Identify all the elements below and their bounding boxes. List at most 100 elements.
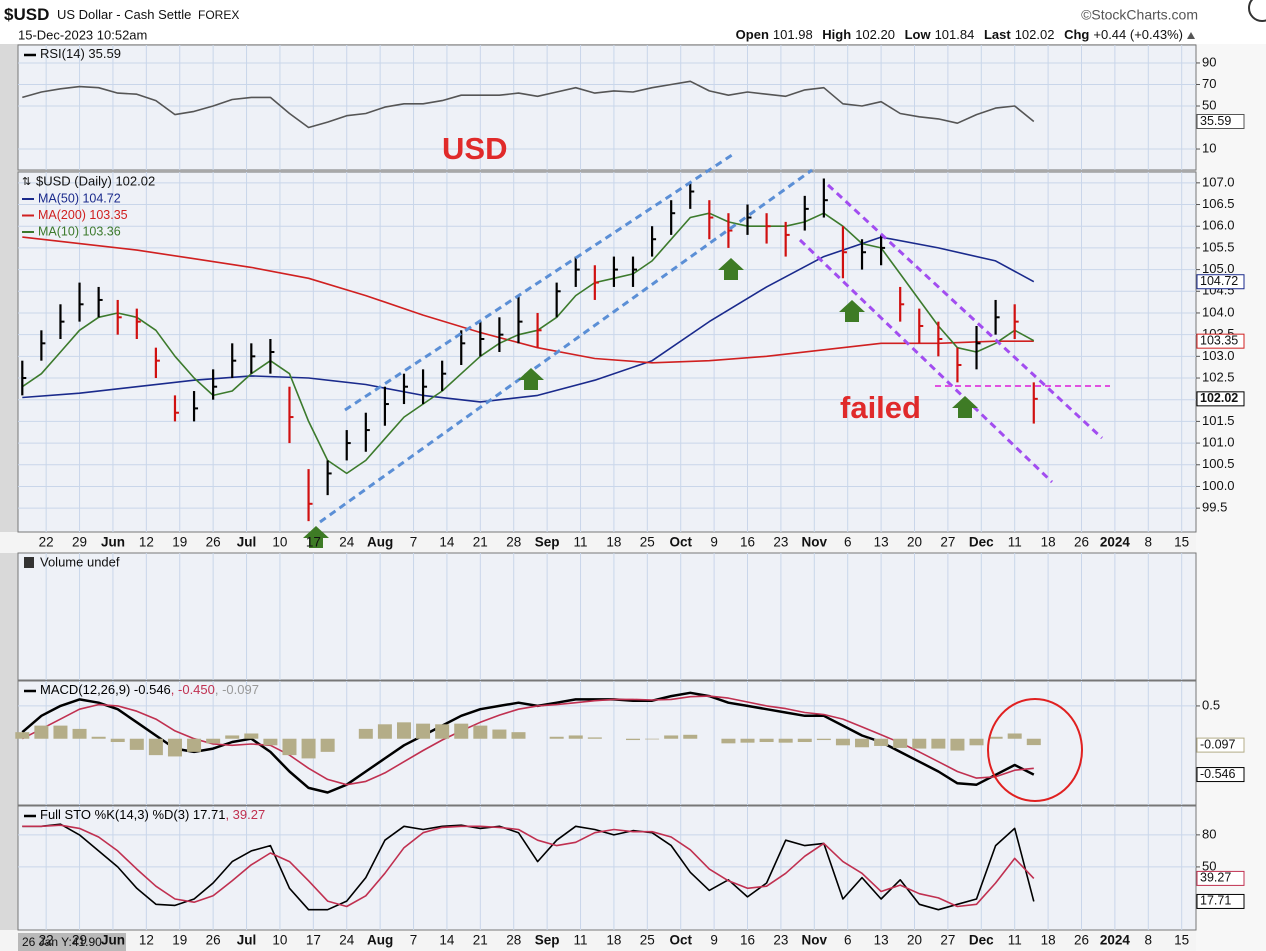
histogram-bar [988, 736, 1003, 739]
annotation: USD [442, 131, 507, 166]
x-tick-label: 15 [1174, 535, 1189, 550]
histogram-bar [358, 728, 373, 739]
y-tick-label: 104.0 [1202, 304, 1235, 319]
y-tick-label: 106.0 [1202, 218, 1235, 233]
histogram-bar [874, 738, 889, 746]
y-tick-label: 105.0 [1202, 261, 1235, 276]
panel [17, 552, 1197, 681]
histogram-bar [301, 738, 316, 759]
x-tick-label: 11 [1008, 535, 1022, 550]
x-tick-label: Oct [669, 535, 692, 550]
last-value-box [1196, 333, 1245, 349]
quote-row: Open 101.98 High 102.20 Low 101.84 Last 102.… [736, 27, 1183, 42]
y-tick-label: 70 [1202, 76, 1216, 91]
x-tick-label: Jul [237, 535, 257, 550]
y-tick-label: 102.5 [1202, 369, 1235, 384]
panel-title: Volume undef [40, 554, 120, 569]
histogram-bar [740, 738, 755, 743]
last-value-label: 39.27 [1200, 871, 1231, 885]
exchange: FOREX [198, 8, 239, 22]
volume-icon [24, 557, 34, 568]
x-axis-band [0, 930, 1196, 951]
histogram-bar [816, 738, 831, 741]
last-value-label: 104.72 [1200, 274, 1238, 288]
x-tick-label: 16 [740, 933, 755, 948]
x-tick-label: 2024 [1100, 535, 1131, 550]
x-tick-label: 6 [844, 535, 852, 550]
panel-legend: RSI(14) 35.59 [40, 46, 121, 61]
series-line [22, 823, 1035, 911]
trend-line [319, 168, 813, 524]
x-tick-label: 26 [1074, 933, 1089, 948]
up-arrow [718, 258, 744, 280]
x-tick-label: Jun [101, 535, 125, 550]
last-value-box [1196, 274, 1245, 290]
histogram-bar [626, 738, 641, 741]
x-tick-label: 9 [710, 535, 718, 550]
histogram-bar [377, 724, 392, 739]
histogram-bar [396, 722, 411, 739]
legend-title: RSI(14) 35.59 [40, 46, 121, 61]
panel [17, 171, 1197, 533]
y-tick-label: 100.5 [1202, 456, 1235, 471]
histogram-bar [206, 738, 221, 744]
x-tick-label: 8 [1145, 933, 1153, 948]
drawings [319, 151, 1110, 524]
x-tick-label: 11 [1008, 933, 1022, 948]
x-tick-label: Dec [969, 933, 994, 948]
trend-line [826, 183, 1104, 440]
up-arrow [839, 300, 865, 322]
header-band [0, 0, 1266, 44]
histogram-bar [568, 735, 583, 739]
histogram-bar [912, 738, 927, 749]
x-tick-label: Aug [367, 535, 393, 550]
histogram-bar [129, 738, 144, 750]
x-tick-label: 24 [339, 933, 355, 948]
histogram-bar [320, 738, 335, 752]
x-tick-label: Sep [535, 535, 560, 550]
quote-label: Low [905, 27, 932, 42]
x-tick-label: 26 [206, 535, 221, 550]
close-button[interactable] [1248, 0, 1266, 22]
series-line [21, 212, 1035, 475]
x-tick-label: 26 [1074, 535, 1089, 550]
price-title: $USD (Daily) 102.02 [36, 173, 155, 188]
histogram-bar [15, 732, 30, 739]
histogram-bar [855, 738, 870, 748]
y-tick-label: 99.5 [1202, 500, 1227, 515]
crosshair-box [18, 933, 126, 951]
x-tick-label: 9 [710, 933, 718, 948]
y-tick-label: 107.0 [1202, 174, 1235, 189]
x-tick-label: 12 [139, 535, 154, 550]
x-tick-label: 7 [410, 535, 418, 550]
quote-value: 101.84 [935, 27, 975, 42]
x-tick-label: 19 [172, 933, 187, 948]
x-tick-label: 18 [1041, 535, 1056, 550]
quote-label: Open [736, 27, 769, 42]
y-tick-label: 106.5 [1202, 196, 1235, 211]
histogram-bar [244, 733, 259, 739]
quote-value: 102.02 [1015, 27, 1055, 42]
last-value-box [1196, 737, 1245, 753]
histogram-bar [893, 738, 908, 748]
quote-value: +0.44 (+0.43%) [1093, 27, 1183, 42]
y-tick-label: 105.5 [1202, 239, 1235, 254]
x-tick-label: 18 [1041, 933, 1056, 948]
x-tick-label: 20 [907, 535, 922, 550]
x-tick-label: 21 [473, 933, 488, 948]
y-tick-label: 50 [1202, 858, 1216, 873]
up-arrow [952, 396, 978, 418]
x-tick-label: 6 [844, 933, 852, 948]
x-tick-label: 25 [640, 933, 655, 948]
legend-label: MA(50) 104.72 [38, 191, 121, 205]
y-tick-label: 90 [1202, 54, 1216, 69]
histogram-bar [416, 723, 431, 739]
histogram-bar [435, 724, 450, 739]
panel-legend: MACD(12,26,9) -0.546, -0.450, -0.097 [40, 682, 259, 697]
histogram-bar [664, 735, 679, 739]
x-tick-label: 22 [39, 535, 54, 550]
histogram-bar [683, 734, 698, 739]
x-tick-label: 24 [339, 535, 355, 550]
quote-label: Chg [1064, 27, 1089, 42]
